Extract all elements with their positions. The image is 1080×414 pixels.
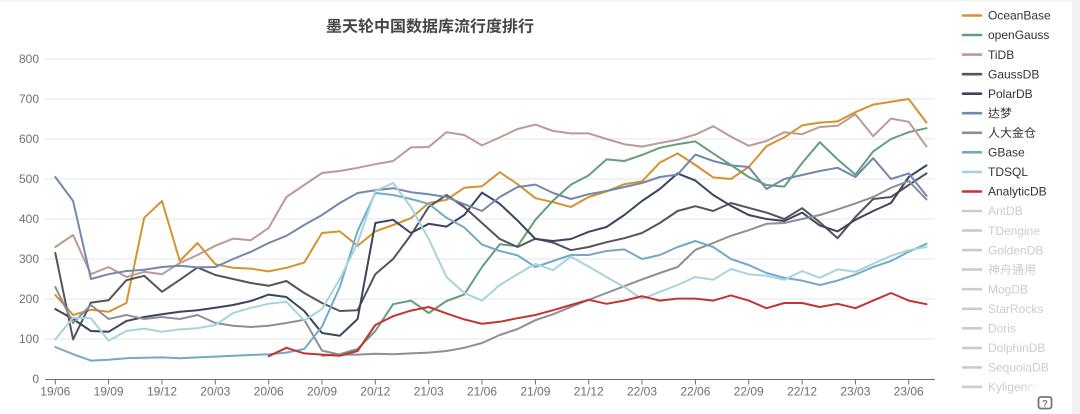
svg-text:Doris: Doris bbox=[988, 322, 1016, 336]
svg-text:600: 600 bbox=[19, 132, 39, 146]
svg-text:20/06: 20/06 bbox=[254, 385, 284, 399]
svg-text:21/09: 21/09 bbox=[520, 385, 550, 399]
svg-text:19/12: 19/12 bbox=[147, 385, 177, 399]
svg-text:700: 700 bbox=[19, 92, 39, 106]
svg-text:DolphinDB: DolphinDB bbox=[988, 341, 1045, 355]
svg-text:100: 100 bbox=[19, 332, 39, 346]
svg-text:23/06: 23/06 bbox=[894, 385, 924, 399]
svg-text:TDSQL: TDSQL bbox=[988, 165, 1028, 179]
svg-text:19/06: 19/06 bbox=[40, 385, 70, 399]
svg-text:20/09: 20/09 bbox=[307, 385, 337, 399]
svg-text:800: 800 bbox=[19, 52, 39, 66]
svg-text:500: 500 bbox=[19, 172, 39, 186]
svg-text:AntDB: AntDB bbox=[988, 204, 1023, 218]
svg-text:StarRocks: StarRocks bbox=[988, 302, 1043, 316]
svg-text:22/03: 22/03 bbox=[627, 385, 657, 399]
svg-text:21/12: 21/12 bbox=[574, 385, 604, 399]
svg-text:22/12: 22/12 bbox=[787, 385, 817, 399]
svg-text:21/06: 21/06 bbox=[467, 385, 497, 399]
svg-text:200: 200 bbox=[19, 292, 39, 306]
svg-text:?: ? bbox=[1042, 399, 1048, 410]
svg-text:AnalyticDB: AnalyticDB bbox=[988, 185, 1047, 199]
svg-text:GaussDB: GaussDB bbox=[988, 67, 1039, 81]
svg-text:0: 0 bbox=[32, 372, 39, 386]
svg-text:PolarDB: PolarDB bbox=[988, 87, 1033, 101]
svg-text:SequoiaDB: SequoiaDB bbox=[988, 361, 1049, 375]
svg-text:TiDB: TiDB bbox=[988, 48, 1014, 62]
svg-text:20/12: 20/12 bbox=[360, 385, 390, 399]
svg-text:GBase: GBase bbox=[988, 146, 1025, 160]
svg-text:20/03: 20/03 bbox=[200, 385, 230, 399]
svg-text:OceanBase: OceanBase bbox=[988, 9, 1051, 23]
svg-text:400: 400 bbox=[19, 212, 39, 226]
svg-text:openGauss: openGauss bbox=[988, 28, 1049, 42]
svg-text:22/09: 22/09 bbox=[734, 385, 764, 399]
svg-text:22/06: 22/06 bbox=[680, 385, 710, 399]
svg-text:TDengine: TDengine bbox=[988, 224, 1040, 238]
svg-text:19/09: 19/09 bbox=[94, 385, 124, 399]
svg-text:GoldenDB: GoldenDB bbox=[988, 243, 1043, 257]
svg-text:23/03: 23/03 bbox=[840, 385, 870, 399]
svg-text:21/03: 21/03 bbox=[414, 385, 444, 399]
svg-text:MogDB: MogDB bbox=[988, 282, 1028, 296]
svg-text:300: 300 bbox=[19, 252, 39, 266]
